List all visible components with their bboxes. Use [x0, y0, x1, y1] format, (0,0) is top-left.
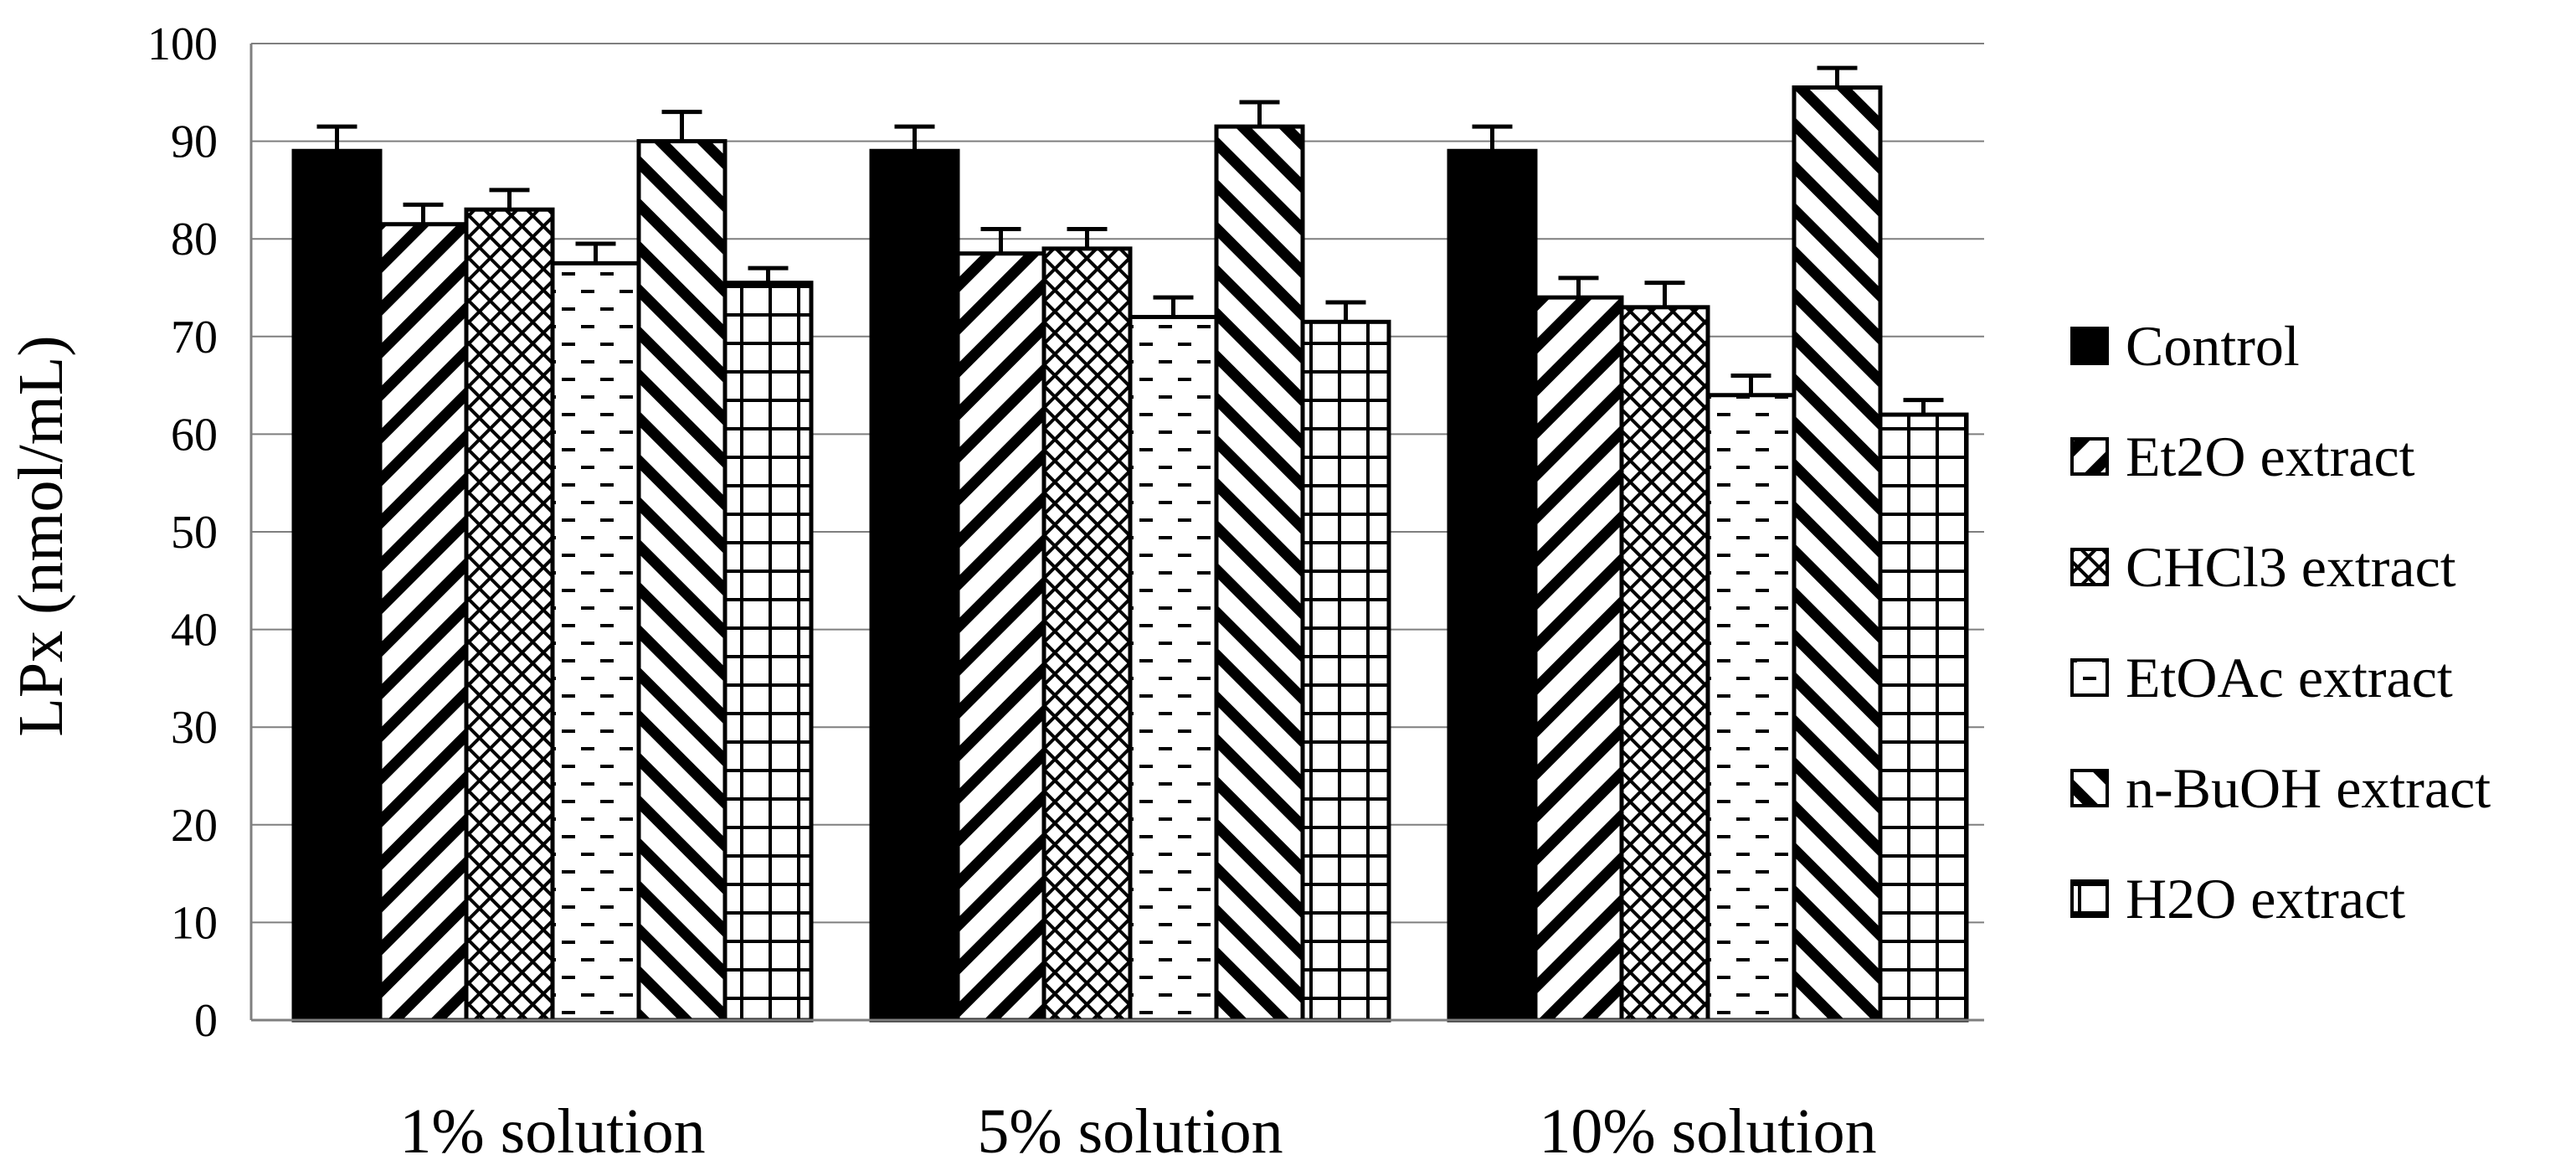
legend-swatch — [2070, 769, 2109, 807]
legend-label: n-BuOH extract — [2126, 756, 2491, 820]
y-tick-label: 0 — [194, 995, 218, 1047]
y-tick-label: 10 — [171, 897, 218, 949]
y-tick-label: 100 — [147, 18, 218, 70]
y-tick-label: 90 — [171, 116, 218, 168]
legend-item-et2o-extract: Et2O extract — [2070, 425, 2415, 488]
legend-swatch — [2070, 327, 2109, 365]
bars — [291, 85, 1969, 1023]
error-bar-chcl3-extract-1-solution — [489, 188, 530, 210]
bar-control-5-solution — [869, 148, 960, 1023]
legend-swatch — [2070, 658, 2109, 697]
error-bar-etoac-extract-5-solution — [1153, 295, 1194, 317]
error-bar-chcl3-extract-10-solution — [1644, 281, 1685, 307]
error-bar-n-buoh-extract-1-solution — [661, 110, 702, 142]
category-labels: 1% solution 5% solution 10% solution — [399, 1096, 1876, 1165]
legend-label: Et2O extract — [2126, 425, 2415, 488]
error-bar-et2o-extract-10-solution — [1558, 276, 1599, 298]
y-tick-label: 30 — [171, 702, 218, 754]
legend-swatch — [2070, 879, 2109, 918]
x-category-label: 1% solution — [399, 1096, 705, 1165]
bar-n-buoh-extract-10-solution — [1792, 85, 1883, 1023]
error-bar-n-buoh-extract-10-solution — [1817, 65, 1858, 88]
x-category-label: 5% solution — [977, 1096, 1283, 1165]
error-bar-control-5-solution — [894, 124, 935, 152]
y-tick-label: 70 — [171, 312, 218, 363]
error-bar-h2o-extract-5-solution — [1325, 300, 1366, 322]
legend-item-control: Control — [2070, 314, 2300, 378]
legend-label: Control — [2126, 314, 2300, 378]
legend-item-n-buoh-extract: n-BuOH extract — [2070, 756, 2491, 820]
bar-etoac-extract-5-solution — [1128, 314, 1219, 1023]
error-bar-etoac-extract-1-solution — [575, 241, 616, 264]
bar-n-buoh-extract-5-solution — [1214, 124, 1305, 1023]
error-bar-h2o-extract-1-solution — [748, 265, 789, 283]
y-tick-label: 50 — [171, 507, 218, 559]
bar-etoac-extract-10-solution — [1705, 393, 1797, 1023]
bar-h2o-extract-5-solution — [1300, 319, 1391, 1023]
axes — [249, 44, 1984, 1022]
error-bar-h2o-extract-10-solution — [1903, 398, 1944, 415]
x-category-label: 10% solution — [1539, 1096, 1876, 1165]
bar-chcl3-extract-10-solution — [1619, 305, 1710, 1023]
error-bar-n-buoh-extract-5-solution — [1239, 100, 1280, 127]
legend-swatch — [2070, 437, 2109, 476]
legend-item-chcl3-extract: CHCl3 extract — [2070, 535, 2456, 599]
error-bars — [316, 65, 1944, 415]
bar-h2o-extract-1-solution — [722, 281, 814, 1023]
bar-et2o-extract-10-solution — [1533, 295, 1624, 1023]
bar-h2o-extract-10-solution — [1878, 412, 1969, 1023]
bar-chcl3-extract-5-solution — [1041, 246, 1133, 1023]
bar-control-1-solution — [291, 148, 383, 1023]
bar-chcl3-extract-1-solution — [464, 207, 555, 1023]
bar-etoac-extract-1-solution — [550, 260, 641, 1023]
bar-control-10-solution — [1447, 148, 1538, 1023]
y-tick-label: 20 — [171, 800, 218, 852]
y-tick-label: 40 — [171, 605, 218, 657]
error-bar-control-1-solution — [316, 124, 357, 152]
legend-label: EtOAc extract — [2126, 646, 2453, 709]
legend-label: H2O extract — [2126, 867, 2405, 930]
error-bar-etoac-extract-10-solution — [1730, 373, 1771, 395]
bar-et2o-extract-1-solution — [378, 222, 469, 1023]
legend-label: CHCl3 extract — [2126, 535, 2456, 599]
legend-item-etoac-extract: EtOAc extract — [2070, 646, 2453, 709]
error-bar-et2o-extract-5-solution — [980, 227, 1021, 254]
y-tick-labels: 0 10 20 30 40 50 60 70 80 90 100 — [147, 18, 218, 1047]
legend: Control Et2O extract CHCl3 extract EtOAc ex… — [2070, 314, 2491, 930]
legend-swatch — [2070, 548, 2109, 586]
error-bar-et2o-extract-1-solution — [403, 202, 444, 224]
bar-et2o-extract-5-solution — [955, 251, 1046, 1023]
y-axis-title: LPx (nmol/mL) — [6, 335, 76, 736]
y-tick-label: 60 — [171, 409, 218, 461]
bar-n-buoh-extract-1-solution — [636, 139, 728, 1023]
legend-item-h2o-extract: H2O extract — [2070, 867, 2405, 930]
error-bar-chcl3-extract-5-solution — [1067, 227, 1108, 249]
y-tick-label: 80 — [171, 214, 218, 265]
error-bar-control-10-solution — [1472, 124, 1513, 152]
